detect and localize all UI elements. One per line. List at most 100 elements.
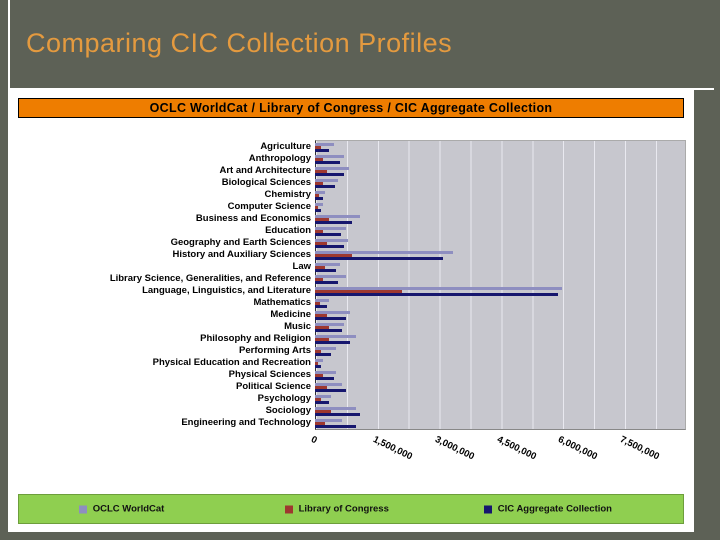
bar-oclc-worldcat <box>315 154 344 158</box>
x-tick-label: 7,500,000 <box>618 434 662 463</box>
chart-row: Law <box>10 261 686 273</box>
chart-title: OCLC WorldCat / Library of Congress / CI… <box>18 98 684 118</box>
category-label: Performing Arts <box>239 345 311 356</box>
bar-oclc-worldcat <box>315 142 334 146</box>
category-label: Philosophy and Religion <box>200 333 311 344</box>
category-label: Art and Architecture <box>219 165 312 176</box>
bar-oclc-worldcat <box>315 382 342 386</box>
bar-library-of-congress <box>315 337 330 341</box>
chart-rows: Agriculture Anthropology Art and Architect… <box>10 141 686 429</box>
legend-label-oclc-worldcat: OCLC WorldCat <box>92 503 165 515</box>
bar-cic-aggregate <box>315 364 322 368</box>
chart-row: Political Science <box>10 381 686 393</box>
bar-library-of-congress <box>315 289 402 293</box>
category-label: Mathematics <box>253 297 311 308</box>
bar-cic-aggregate <box>315 388 346 392</box>
category-bars <box>315 285 686 297</box>
chart-row: Philosophy and Religion <box>10 333 686 345</box>
legend-item-cic-aggregate: CIC Aggregate Collection <box>483 504 612 515</box>
bar-library-of-congress <box>315 193 320 197</box>
bar-oclc-worldcat <box>315 418 342 422</box>
bar-library-of-congress <box>315 181 324 185</box>
bar-cic-aggregate <box>315 328 342 332</box>
category-bars <box>315 381 686 393</box>
x-axis: 0 1,500,000 3,000,000 4,500,000 6,000,000 7,5… <box>309 432 688 484</box>
bar-cic-aggregate <box>315 268 336 272</box>
bar-oclc-worldcat <box>315 310 351 314</box>
category-bars <box>315 309 686 321</box>
bar-oclc-worldcat <box>315 214 361 218</box>
category-label: Anthropology <box>248 153 311 164</box>
chart-row: Agriculture <box>10 141 686 153</box>
chart-row: Biological Sciences <box>10 177 686 189</box>
category-bars <box>315 369 686 381</box>
bar-cic-aggregate <box>315 400 330 404</box>
category-bars <box>315 141 686 153</box>
chart-row: Business and Economics <box>10 213 686 225</box>
chart-row: Chemistry <box>10 189 686 201</box>
category-label: Physical Education and Recreation <box>152 357 311 368</box>
chart-row: Library Science, Generalities, and Refer… <box>10 273 686 285</box>
category-label: Business and Economics <box>195 213 311 224</box>
plot-grid <box>315 140 686 430</box>
category-bars <box>315 273 686 285</box>
bar-cic-aggregate <box>315 292 559 296</box>
category-bars <box>315 165 686 177</box>
category-label: Music <box>284 321 311 332</box>
chart-row: History and Auxiliary Sciences <box>10 249 686 261</box>
bar-library-of-congress <box>315 169 328 173</box>
category-bars <box>315 417 686 429</box>
legend-item-library-of-congress: Library of Congress <box>284 503 389 515</box>
category-bars <box>315 261 686 273</box>
category-bars <box>315 345 686 357</box>
category-label: Law <box>292 261 311 272</box>
bar-library-of-congress <box>315 277 324 281</box>
bar-library-of-congress <box>315 397 322 401</box>
bar-library-of-congress <box>315 325 330 329</box>
bar-library-of-congress <box>315 253 353 257</box>
legend-label-library-of-congress: Library of Congress <box>298 503 389 515</box>
bar-cic-aggregate <box>315 208 322 212</box>
bar-cic-aggregate <box>315 172 344 176</box>
chart-row: Performing Arts <box>10 345 686 357</box>
bar-cic-aggregate <box>315 412 361 416</box>
bar-library-of-congress <box>315 349 322 353</box>
category-label: Sociology <box>265 405 311 416</box>
bar-library-of-congress <box>315 301 321 305</box>
x-tick-label: 1,500,000 <box>371 434 414 463</box>
category-label: Engineering and Technology <box>181 417 311 428</box>
category-label: History and Auxiliary Sciences <box>172 249 311 260</box>
bar-library-of-congress <box>315 409 332 413</box>
bar-oclc-worldcat <box>315 334 357 338</box>
bar-cic-aggregate <box>315 256 443 260</box>
bar-cic-aggregate <box>315 316 346 320</box>
chart-row: Art and Architecture <box>10 165 686 177</box>
bar-oclc-worldcat <box>315 322 344 326</box>
bar-cic-aggregate <box>315 184 335 188</box>
legend-swatch-library-of-congress <box>284 505 293 513</box>
category-bars <box>315 213 686 225</box>
bar-library-of-congress <box>315 361 319 365</box>
x-tick-label: 4,500,000 <box>494 434 538 463</box>
bar-library-of-congress <box>315 145 322 149</box>
category-bars <box>315 333 686 345</box>
bar-oclc-worldcat <box>315 166 349 170</box>
x-tick-label: 0 <box>309 434 319 447</box>
bar-cic-aggregate <box>315 196 324 200</box>
chart-row: Engineering and Technology <box>10 417 686 429</box>
bar-oclc-worldcat <box>315 406 357 410</box>
bar-cic-aggregate <box>315 148 330 152</box>
bar-library-of-congress <box>315 217 330 221</box>
chart-row: Geography and Earth Sciences <box>10 237 686 249</box>
bar-library-of-congress <box>315 205 319 209</box>
category-bars <box>315 225 686 237</box>
bar-cic-aggregate <box>315 232 341 236</box>
bar-library-of-congress <box>315 241 328 245</box>
legend-swatch-oclc-worldcat <box>78 505 87 513</box>
category-label: Biological Sciences <box>221 177 311 188</box>
bar-oclc-worldcat <box>315 250 454 254</box>
category-bars <box>315 357 686 369</box>
category-bars <box>315 153 686 165</box>
bar-cic-aggregate <box>315 280 338 284</box>
